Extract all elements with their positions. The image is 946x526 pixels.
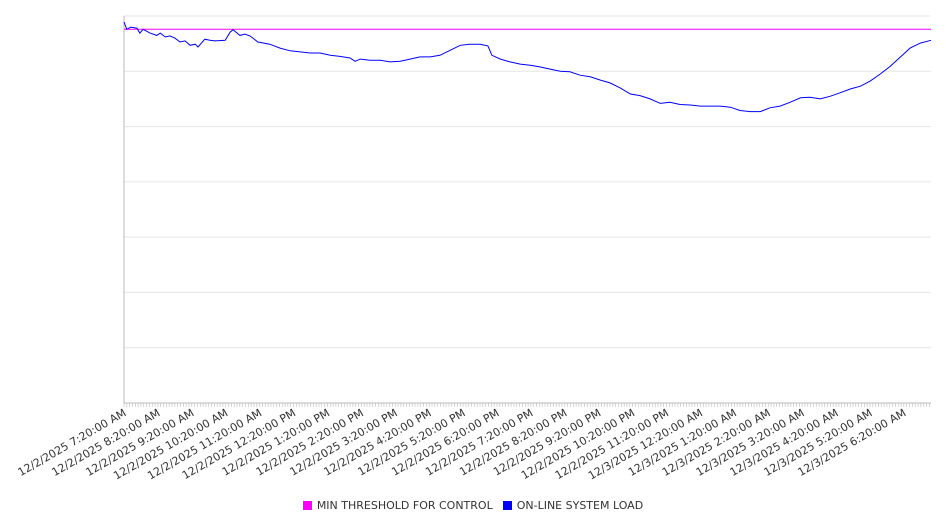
legend-swatch-blue [502, 501, 512, 510]
legend-label: MIN THRESHOLD FOR CONTROL [316, 499, 493, 512]
legend: MIN THRESHOLD FOR CONTROL ON-LINE SYSTEM… [0, 499, 946, 512]
legend-label: ON-LINE SYSTEM LOAD [516, 499, 644, 512]
axes [123, 16, 931, 407]
grid-lines [124, 15, 931, 349]
legend-item-threshold[interactable]: MIN THRESHOLD FOR CONTROL [302, 499, 493, 512]
legend-swatch-magenta [302, 501, 312, 510]
series-lines [123, 21, 932, 113]
system-load-line [123, 21, 932, 113]
legend-item-system-load[interactable]: ON-LINE SYSTEM LOAD [502, 499, 644, 512]
